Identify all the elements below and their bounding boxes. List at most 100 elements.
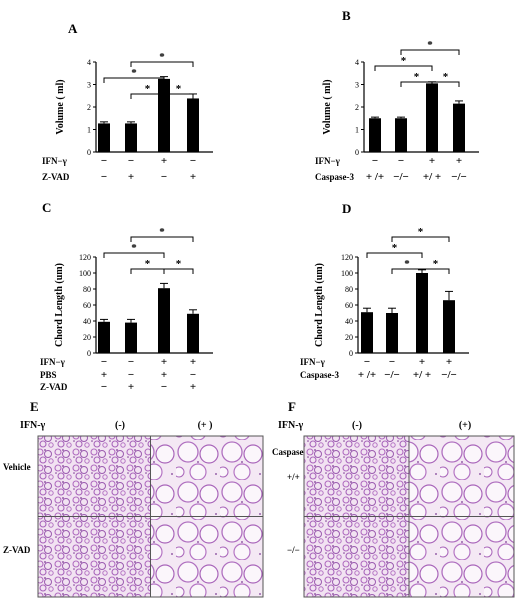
condition-row-label: IFN−γ bbox=[315, 156, 341, 166]
significance-star: * bbox=[159, 51, 165, 63]
condition-mark: + bbox=[419, 356, 425, 368]
chart-panel-b: B 0 1 2 3 4 Volume ( ml) * * * * IFN−γ − − + + Caspase-3… bbox=[315, 8, 479, 183]
y-axis-label: Chord Length (um) bbox=[314, 263, 325, 347]
y-tick-label: 3 bbox=[355, 81, 359, 90]
bar bbox=[158, 288, 170, 353]
bar bbox=[158, 78, 170, 152]
condition-row-label: IFN−γ bbox=[300, 357, 326, 367]
y-tick-label: 0 bbox=[355, 148, 359, 157]
significance-star: * bbox=[443, 71, 449, 83]
bar bbox=[187, 313, 199, 353]
condition-mark: + bbox=[161, 356, 167, 368]
y-tick-label: 0 bbox=[87, 349, 91, 358]
condition-row-label: IFN−γ bbox=[40, 357, 66, 367]
significance-bracket bbox=[130, 236, 194, 242]
micrograph-image bbox=[408, 516, 515, 598]
condition-mark: + bbox=[429, 155, 435, 167]
chart-panel-c: C 0 20 40 60 80 100 120 Chord Length (um) * * * * IFN… bbox=[40, 200, 213, 393]
condition-mark: − bbox=[364, 356, 370, 368]
condition-mark: + bbox=[128, 171, 134, 183]
condition-mark: + bbox=[456, 155, 462, 167]
significance-star: * bbox=[418, 226, 424, 238]
condition-row-label: IFN−γ bbox=[42, 156, 68, 166]
micrograph-image bbox=[303, 516, 410, 598]
panel-label: E bbox=[30, 399, 39, 414]
micrograph-image bbox=[150, 435, 264, 517]
condition-mark: + bbox=[101, 369, 107, 381]
row-label: −/− bbox=[287, 545, 300, 555]
y-tick-label: 40 bbox=[345, 317, 353, 326]
micrograph-image bbox=[37, 516, 151, 598]
y-axis-label: Chord Length (um) bbox=[54, 263, 65, 347]
micrograph-image bbox=[303, 435, 410, 517]
significance-star: * bbox=[159, 226, 165, 238]
y-tick-label: 120 bbox=[79, 253, 91, 262]
condition-mark: − bbox=[101, 381, 107, 393]
y-tick-label: 100 bbox=[79, 269, 91, 278]
condition-mark: −/− bbox=[451, 171, 467, 183]
y-tick-label: 20 bbox=[345, 333, 353, 342]
condition-mark: − bbox=[128, 356, 134, 368]
bar bbox=[125, 123, 137, 152]
significance-star: * bbox=[176, 83, 182, 95]
y-tick-label: 3 bbox=[87, 81, 91, 90]
y-tick-label: 4 bbox=[355, 58, 359, 67]
micrograph-panel-e: E IFN-γ (-) (+ ) Vehicle Z-VAD bbox=[3, 399, 264, 598]
y-axis-label: Volume ( ml) bbox=[322, 79, 333, 134]
condition-mark: − bbox=[372, 155, 378, 167]
condition-row-label: Caspase-3 bbox=[315, 172, 355, 182]
condition-row-label: Z-VAD bbox=[42, 172, 70, 182]
condition-mark: +/ + bbox=[423, 171, 441, 183]
chart-panel-d: D 0 20 40 60 80 100 120 Chord Length (um) * * * * IFN… bbox=[300, 201, 469, 381]
condition-mark: − bbox=[190, 155, 196, 167]
panel-label: B bbox=[342, 8, 351, 23]
row-label: Vehicle bbox=[3, 462, 31, 472]
y-tick-label: 2 bbox=[355, 103, 359, 112]
y-tick-label: 4 bbox=[87, 58, 91, 67]
y-tick-label: 2 bbox=[87, 103, 91, 112]
row-group-label: Caspase-3 bbox=[272, 447, 312, 457]
condition-mark: − bbox=[161, 381, 167, 393]
significance-bracket bbox=[163, 93, 194, 99]
panel-label: F bbox=[288, 399, 296, 414]
condition-row-label: Z-VAD bbox=[40, 382, 68, 392]
condition-mark: − bbox=[128, 155, 134, 167]
row-label: Z-VAD bbox=[3, 545, 31, 555]
condition-row-label: Caspase-3 bbox=[300, 370, 340, 380]
significance-bracket bbox=[103, 77, 165, 83]
significance-star: * bbox=[131, 242, 137, 254]
bar bbox=[395, 118, 407, 152]
significance-bracket bbox=[103, 252, 165, 258]
condition-mark: + bbox=[190, 381, 196, 393]
micrograph-image bbox=[408, 435, 515, 517]
condition-mark: + bbox=[161, 155, 167, 167]
column-label: (+ ) bbox=[198, 420, 213, 431]
bar bbox=[443, 300, 455, 353]
panel-label: C bbox=[42, 200, 51, 215]
micrograph-image bbox=[150, 516, 264, 598]
panel-label: A bbox=[68, 21, 78, 36]
y-tick-label: 0 bbox=[349, 349, 353, 358]
condition-mark: − bbox=[101, 171, 107, 183]
significance-bracket bbox=[163, 268, 194, 274]
condition-mark: + bbox=[161, 369, 167, 381]
y-tick-label: 80 bbox=[83, 285, 91, 294]
bar bbox=[125, 322, 137, 353]
condition-mark: − bbox=[101, 356, 107, 368]
y-tick-label: 0 bbox=[87, 148, 91, 157]
significance-star: * bbox=[414, 71, 420, 83]
y-tick-label: 1 bbox=[87, 126, 91, 135]
bar bbox=[187, 98, 199, 152]
bar bbox=[426, 83, 438, 152]
condition-mark: − bbox=[190, 369, 196, 381]
panel-label: D bbox=[342, 201, 351, 216]
condition-mark: −/− bbox=[393, 171, 409, 183]
bar bbox=[416, 273, 428, 353]
significance-bracket bbox=[374, 65, 433, 71]
significance-bracket bbox=[421, 268, 450, 274]
condition-mark: + /+ bbox=[366, 171, 384, 183]
condition-mark: − bbox=[128, 369, 134, 381]
significance-bracket bbox=[366, 252, 423, 258]
significance-star: * bbox=[433, 258, 439, 270]
